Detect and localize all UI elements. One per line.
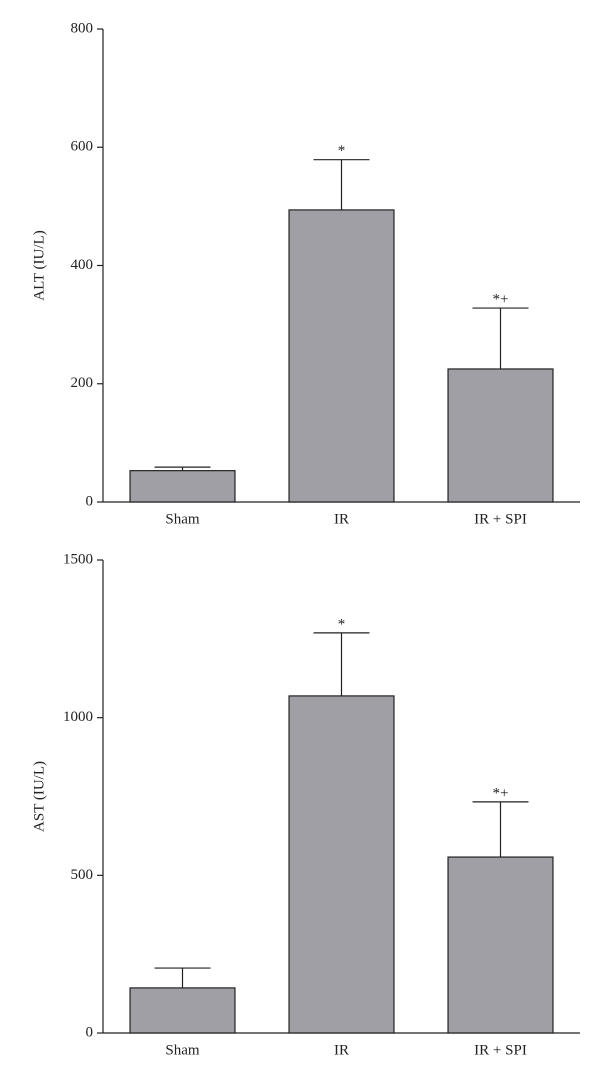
significance-label: * <box>338 616 346 632</box>
y-axis-label: AST (IU/L) <box>31 761 47 832</box>
y-tick-label: 1000 <box>63 709 93 725</box>
y-tick-label: 800 <box>71 20 94 36</box>
bar <box>447 368 554 503</box>
y-tick-label: 1500 <box>63 551 93 567</box>
bar <box>288 209 395 503</box>
y-axis-label: ALT (IU/L) <box>31 230 47 300</box>
significance-label: * <box>338 143 346 159</box>
bar <box>129 987 236 1034</box>
y-tick-label: 500 <box>71 867 94 883</box>
y-tick-label: 200 <box>71 375 94 391</box>
x-tick-label: IR + SPI <box>474 511 527 527</box>
y-tick-label: 600 <box>71 139 94 155</box>
significance-label: *+ <box>493 785 509 801</box>
bar <box>129 470 236 503</box>
x-tick-label: Sham <box>165 511 200 527</box>
significance-label: *+ <box>493 292 509 308</box>
x-tick-label: IR <box>334 1042 349 1058</box>
bar <box>447 856 554 1034</box>
x-tick-label: IR <box>334 511 349 527</box>
x-tick-label: IR + SPI <box>474 1042 527 1058</box>
x-tick-label: Sham <box>165 1042 200 1058</box>
y-tick-label: 0 <box>86 1024 94 1040</box>
bar <box>288 695 395 1034</box>
y-tick-label: 400 <box>71 257 94 273</box>
y-tick-label: 0 <box>86 493 94 509</box>
